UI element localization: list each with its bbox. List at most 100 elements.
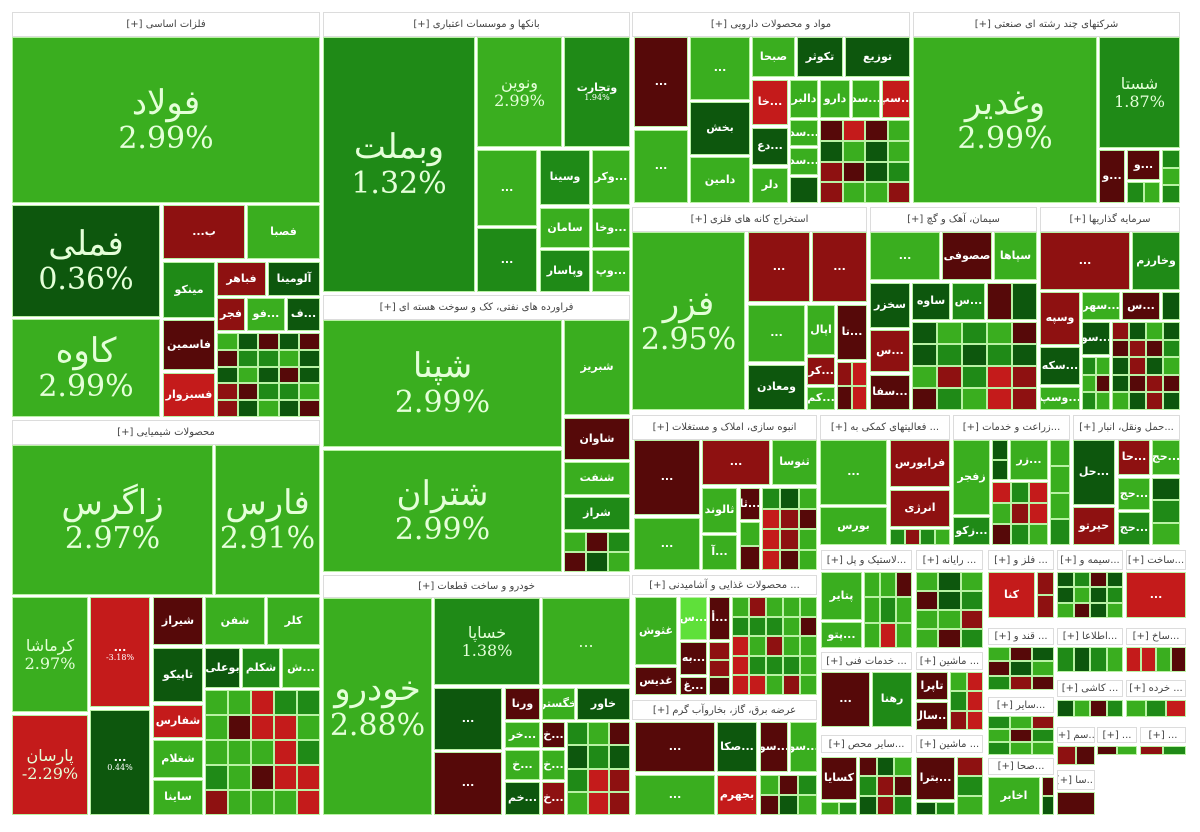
small-stock-tile[interactable]: [1010, 503, 1030, 524]
sector-header[interactable]: ...صحا [+]: [988, 758, 1054, 775]
stock-tile[interactable]: ...زکو: [953, 517, 990, 545]
small-stock-tile[interactable]: [800, 655, 817, 676]
small-stock-tile[interactable]: [1010, 647, 1032, 662]
small-stock-tile[interactable]: [709, 659, 730, 678]
small-stock-tile[interactable]: [887, 161, 910, 183]
small-stock-tile[interactable]: [258, 366, 279, 384]
small-stock-tile[interactable]: [1032, 716, 1054, 729]
stock-tile[interactable]: ...سد: [790, 148, 818, 175]
small-stock-tile[interactable]: [1129, 357, 1146, 375]
sector-header[interactable]: ... [+]: [1140, 727, 1186, 743]
small-stock-tile[interactable]: [859, 776, 877, 796]
stock-tile[interactable]: ...: [634, 37, 688, 127]
small-stock-tile[interactable]: [800, 636, 817, 656]
small-stock-tile[interactable]: [609, 722, 630, 746]
stock-tile[interactable]: حپرتو: [1073, 507, 1115, 545]
small-stock-tile[interactable]: [780, 488, 799, 509]
small-stock-tile[interactable]: [783, 655, 800, 676]
small-stock-tile[interactable]: [1057, 700, 1074, 717]
small-stock-tile[interactable]: [842, 120, 865, 141]
stock-tile[interactable]: شغلام: [153, 740, 203, 778]
small-stock-tile[interactable]: [1010, 524, 1030, 545]
small-stock-tile[interactable]: [760, 795, 779, 815]
small-stock-tile[interactable]: [1166, 700, 1186, 717]
small-stock-tile[interactable]: [966, 691, 983, 711]
small-stock-tile[interactable]: [960, 610, 983, 629]
stock-tile[interactable]: خاور: [577, 688, 630, 720]
stock-tile[interactable]: اپال: [807, 305, 835, 355]
stock-tile[interactable]: دالبر: [790, 80, 818, 118]
small-stock-tile[interactable]: [894, 776, 912, 796]
sector-header[interactable]: ... فعالیتهای کمکی به [+]: [820, 415, 950, 440]
small-stock-tile[interactable]: [609, 768, 630, 792]
small-stock-tile[interactable]: [887, 182, 910, 203]
small-stock-tile[interactable]: [732, 655, 749, 676]
small-stock-tile[interactable]: [820, 182, 843, 203]
small-stock-tile[interactable]: [780, 549, 799, 570]
stock-tile[interactable]: ...حل: [1073, 440, 1115, 505]
small-stock-tile[interactable]: [709, 677, 730, 695]
small-stock-tile[interactable]: [937, 388, 962, 410]
stock-tile[interactable]: ...حج: [1118, 512, 1150, 545]
small-stock-tile[interactable]: [1012, 283, 1037, 320]
stock-tile[interactable]: ...ش: [282, 648, 320, 688]
stock-tile[interactable]: سخزر: [870, 283, 910, 328]
stock-tile[interactable]: ...سفا: [870, 375, 910, 410]
small-stock-tile[interactable]: [732, 636, 749, 656]
small-stock-tile[interactable]: [258, 333, 279, 350]
sector-header[interactable]: سیمان، آهک و گچ [+]: [870, 207, 1037, 232]
small-stock-tile[interactable]: [1146, 392, 1163, 410]
stock-tile[interactable]: ...س: [680, 597, 707, 640]
stock-tile[interactable]: فباهر: [217, 262, 266, 296]
stock-tile[interactable]: کنا: [988, 572, 1035, 618]
stock-tile[interactable]: ...وخا: [592, 208, 630, 248]
sector-header[interactable]: انبوه سازی، املاک و مستغلات [+]: [632, 415, 817, 440]
small-stock-tile[interactable]: [766, 675, 783, 695]
small-stock-tile[interactable]: [297, 790, 320, 815]
sector-header[interactable]: مواد و محصولات دارویی [+]: [632, 12, 910, 37]
stock-tile[interactable]: وخارزم: [1132, 232, 1180, 290]
stock-tile[interactable]: ...حج: [1118, 478, 1150, 510]
small-stock-tile[interactable]: [274, 740, 297, 765]
small-stock-tile[interactable]: [896, 572, 912, 598]
sector-header[interactable]: ... ماشین [+]: [916, 652, 983, 670]
small-stock-tile[interactable]: [1029, 503, 1048, 524]
small-stock-tile[interactable]: [1163, 746, 1186, 755]
stock-tile[interactable]: اخابر: [988, 777, 1040, 815]
stock-tile[interactable]: شستا 1.87%: [1099, 37, 1180, 148]
small-stock-tile[interactable]: [1129, 339, 1146, 358]
small-stock-tile[interactable]: [1090, 700, 1107, 717]
small-stock-tile[interactable]: [278, 400, 300, 417]
small-stock-tile[interactable]: [783, 597, 800, 617]
small-stock-tile[interactable]: [1146, 700, 1166, 717]
small-stock-tile[interactable]: [1163, 322, 1180, 340]
stock-tile[interactable]: فصبا: [247, 205, 320, 259]
small-stock-tile[interactable]: [1171, 647, 1186, 672]
small-stock-tile[interactable]: [1073, 602, 1090, 618]
stock-tile[interactable]: وپاسار: [540, 250, 590, 292]
stock-tile[interactable]: شکلم: [242, 648, 280, 688]
sector-header[interactable]: عرضه برق، گاز، بخاروآب گرم [+]: [632, 700, 817, 720]
small-stock-tile[interactable]: [609, 745, 630, 769]
small-stock-tile[interactable]: [299, 333, 320, 350]
small-stock-tile[interactable]: [766, 655, 783, 676]
small-stock-tile[interactable]: [912, 366, 937, 388]
small-stock-tile[interactable]: [1112, 392, 1129, 410]
small-stock-tile[interactable]: [1117, 746, 1137, 755]
small-stock-tile[interactable]: [274, 690, 297, 715]
small-stock-tile[interactable]: [762, 508, 781, 529]
stock-tile[interactable]: تاپرا: [916, 672, 948, 700]
small-stock-tile[interactable]: [1106, 587, 1123, 603]
small-stock-tile[interactable]: [894, 795, 912, 815]
stock-tile[interactable]: ...سو: [1082, 322, 1110, 355]
small-stock-tile[interactable]: [966, 710, 983, 730]
small-stock-tile[interactable]: [798, 549, 817, 570]
small-stock-tile[interactable]: [988, 647, 1010, 662]
stock-tile[interactable]: ...غ: [680, 677, 707, 695]
sector-header[interactable]: ... فلز و [+]: [988, 550, 1054, 570]
small-stock-tile[interactable]: [228, 740, 251, 765]
small-stock-tile[interactable]: [1162, 167, 1180, 186]
small-stock-tile[interactable]: [274, 715, 297, 740]
small-stock-tile[interactable]: [1163, 339, 1180, 358]
stock-tile[interactable]: ...: [690, 37, 750, 100]
